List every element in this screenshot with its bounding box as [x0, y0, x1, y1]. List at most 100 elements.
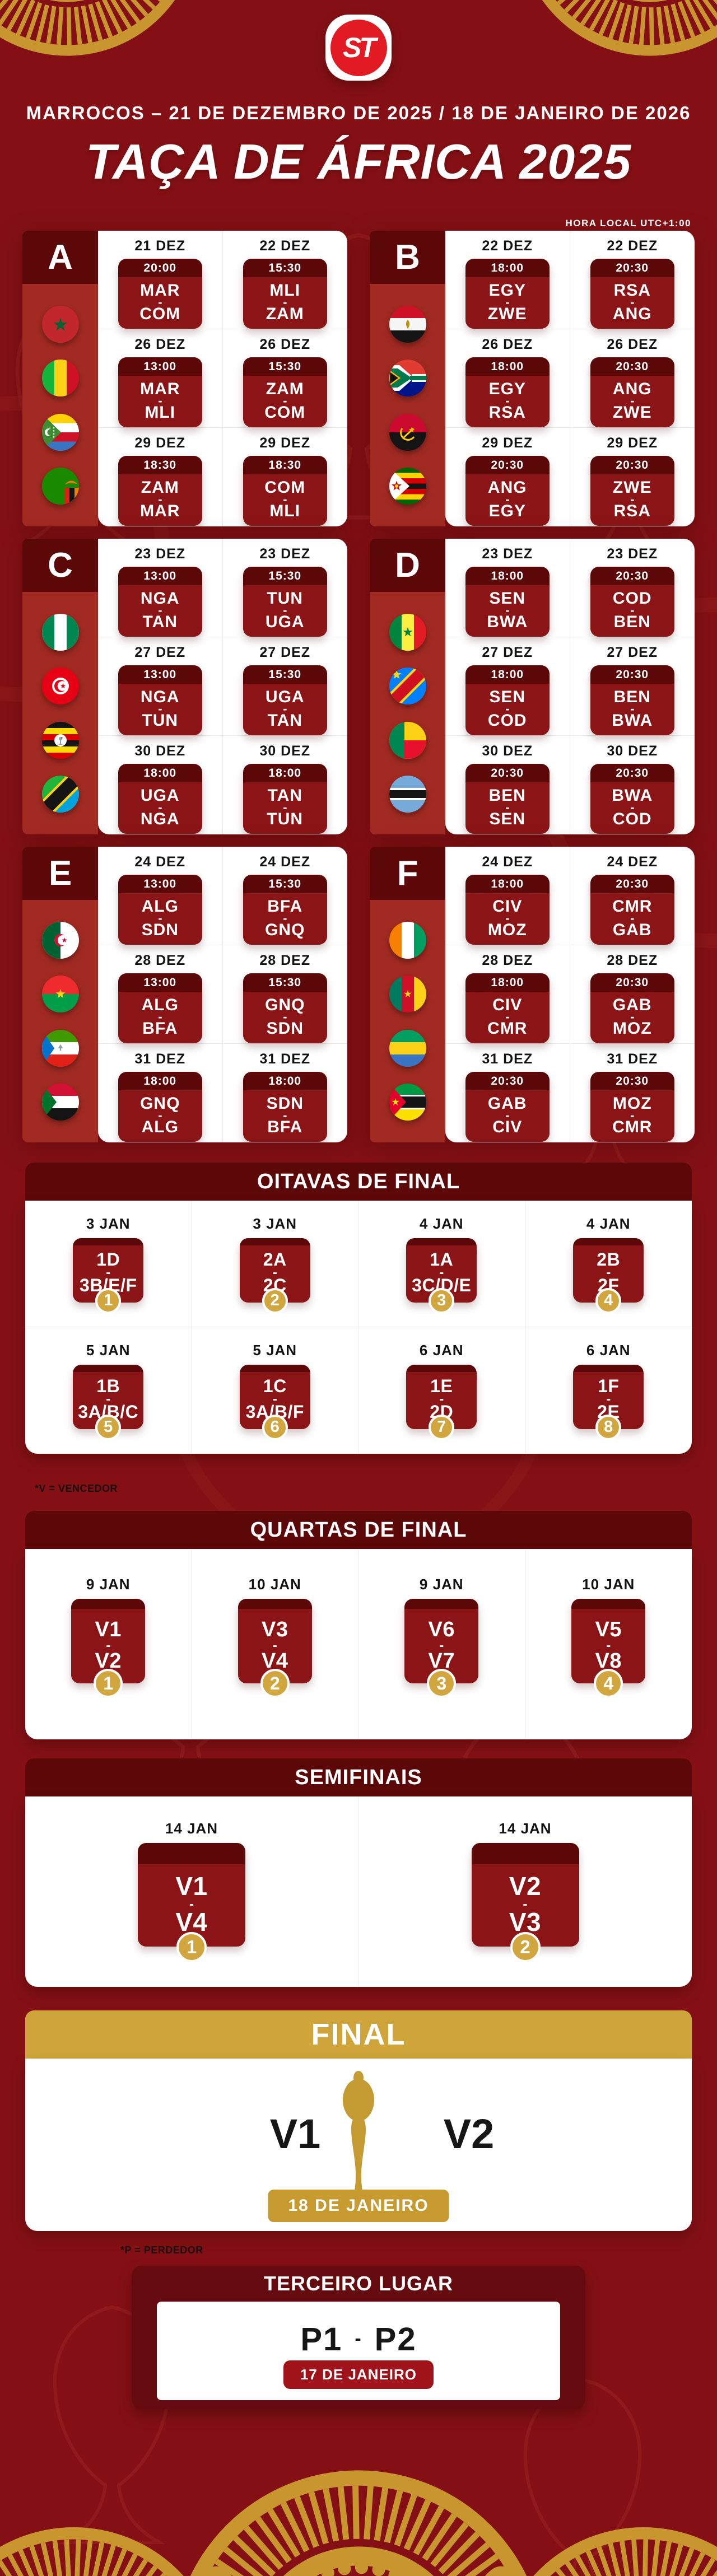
match-date: 6 JAN — [419, 1342, 464, 1359]
group-letter: E — [22, 847, 98, 900]
match-teams: MOZ - CMR — [590, 1090, 674, 1142]
home-placeholder: 1C — [263, 1376, 287, 1396]
match-date: 29 DEZ — [482, 435, 533, 451]
group-flags — [370, 900, 445, 1142]
away-team: CMR — [612, 1118, 653, 1137]
match-date: 27 DEZ — [607, 645, 658, 660]
com-flag-icon — [41, 413, 79, 451]
card-header-band — [71, 1599, 146, 1609]
separator: - — [283, 911, 287, 926]
knockout-match: 5 JAN 1C - 3A/B/F 6 — [192, 1327, 358, 1454]
match-number-badge: 1 — [176, 1932, 207, 1963]
st-logo-circle: ST — [330, 19, 387, 76]
separator: - — [630, 394, 635, 408]
separator: - — [158, 1010, 162, 1024]
match-card: 20:30 BEN - BWA — [590, 665, 674, 736]
card-header-band — [404, 1599, 479, 1609]
home-team: ALG — [141, 897, 179, 916]
home-placeholder: 1F — [598, 1376, 620, 1396]
match-time: 20:00 — [118, 259, 202, 277]
home-team: MAR — [140, 281, 180, 300]
group-letter: A — [22, 231, 98, 284]
home-team: BFA — [267, 897, 303, 916]
away-team: BWA — [612, 711, 653, 730]
home-team: CMR — [612, 897, 653, 916]
separator: - — [189, 1896, 194, 1912]
card-header-band — [138, 1843, 245, 1864]
match-teams: SDN - BFA — [243, 1090, 327, 1142]
match-teams: MAR - MLI — [118, 376, 202, 428]
card-header-band — [73, 1238, 144, 1245]
match-teams: RSA - ANG — [590, 277, 674, 329]
group-match: 23 DEZ 15:30 TUN - UGA — [222, 539, 347, 637]
match-time: 15:30 — [243, 259, 327, 277]
match-date: 31 DEZ — [482, 1051, 533, 1067]
card-header-band — [573, 1238, 644, 1245]
group-match: 24 DEZ 18:00 CIV - MOZ — [445, 847, 570, 945]
home-team: BEN — [488, 786, 526, 805]
match-card: 20:30 ANG - ZWE — [590, 357, 674, 428]
ben-flag-icon — [389, 721, 426, 759]
away-team: RSA — [488, 403, 526, 422]
match-card: 18:00 UGA - NGA — [118, 764, 202, 834]
match-card: 15:30 UGA - TAN — [243, 665, 327, 736]
separator: - — [606, 1391, 611, 1407]
away-team: CIV — [492, 1118, 523, 1137]
separator: - — [158, 492, 162, 507]
group-letter: F — [370, 847, 445, 900]
separator: - — [505, 1010, 510, 1024]
match-date: 26 DEZ — [482, 337, 533, 352]
away-team: EGY — [488, 502, 526, 521]
separator: - — [630, 911, 635, 926]
match-card: V1 - V4 — [138, 1843, 245, 1947]
match-teams: ANG - EGY — [465, 474, 550, 526]
card-header-band — [571, 1599, 646, 1609]
match-time: 18:00 — [465, 259, 550, 277]
group-E: E 24 DEZ 13:00 ALG - SDN — [22, 847, 347, 1142]
match-teams: TUN - UGA — [243, 585, 327, 637]
group-B: B 22 DEZ 18:00 EGY - ZWE — [370, 231, 695, 526]
separator: - — [106, 1637, 111, 1653]
match-date: 22 DEZ — [607, 238, 658, 254]
match-card: 20:30 GAB - CIV — [465, 1072, 550, 1142]
match-number-badge: 7 — [429, 1414, 455, 1440]
match-time: 18:00 — [243, 764, 327, 782]
match-card: 18:30 ZAM - MAR — [118, 456, 202, 526]
match-teams: CMR - GAB — [590, 893, 674, 945]
separator: - — [505, 295, 510, 310]
match-date: 23 DEZ — [482, 546, 533, 562]
away-placeholder: V7 — [428, 1649, 455, 1673]
match-date: 23 DEZ — [607, 546, 658, 562]
group-matches-panel: 23 DEZ 13:00 NGA - TAN 23 DEZ 15 — [98, 539, 347, 834]
group-sidebar: B — [370, 231, 445, 526]
separator: - — [272, 1264, 277, 1280]
match-card: 18:30 COM - MLI — [243, 456, 327, 526]
separator: - — [505, 1108, 510, 1123]
away-team: MAR — [140, 502, 180, 521]
home-team: NGA — [140, 688, 180, 706]
away-team: SEN — [489, 810, 526, 829]
away-team: BFA — [142, 1019, 178, 1038]
home-placeholder: 1E — [430, 1376, 453, 1396]
separator: - — [523, 1896, 528, 1912]
match-time: 13:00 — [118, 567, 202, 585]
separator: - — [283, 1108, 287, 1123]
match-teams: GNQ - SDN — [243, 992, 327, 1044]
match-teams: BEN - BWA — [590, 684, 674, 736]
home-team: GNQ — [140, 1094, 180, 1113]
match-date: 3 JAN — [86, 1215, 131, 1232]
group-match: 28 DEZ 13:00 ALG - BFA — [98, 945, 223, 1044]
alg-flag-icon — [41, 921, 79, 959]
home-team: BWA — [612, 786, 653, 805]
home-team: ZAM — [266, 380, 304, 398]
match-card: 15:30 MLI - ZAM — [243, 259, 327, 329]
group-flags — [22, 900, 98, 1142]
match-teams: ZWE - RSA — [590, 474, 674, 526]
away-team: ZWE — [612, 403, 652, 422]
match-teams: ZAM - COM — [243, 376, 327, 428]
away-team: COM — [139, 305, 181, 324]
match-teams: ALG - SDN — [118, 893, 202, 945]
card-header-band — [73, 1365, 144, 1372]
match-date: 4 JAN — [586, 1215, 631, 1232]
